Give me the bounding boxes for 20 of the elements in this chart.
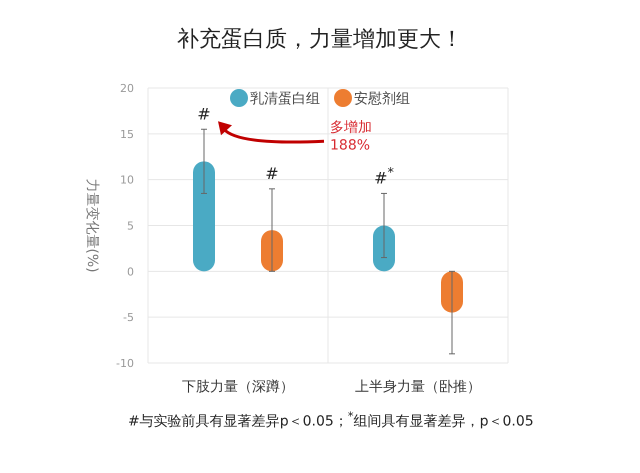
y-tick-label: -5	[123, 311, 134, 324]
annotation: 多增加 188%	[330, 119, 372, 154]
legend-label: 安慰剂组	[354, 91, 410, 107]
x-tick-label: 上半身力量（卧推）	[355, 379, 481, 395]
legend-label: 乳清蛋白组	[250, 91, 320, 107]
bar	[373, 226, 395, 272]
y-tick-label: 5	[127, 220, 134, 232]
annotation: #	[265, 164, 279, 183]
bar	[193, 161, 215, 272]
y-axis-title: 力量变化量(%)	[84, 178, 100, 273]
x-tick-label: 下肢力量（深蹲）	[182, 379, 294, 395]
y-tick-label: 20	[120, 82, 134, 95]
annotation: #	[197, 104, 211, 124]
chart-title: 补充蛋白质，力量增加更大！	[177, 27, 463, 52]
text: #与实验前具有显著差异p＜0.05；$^{*}$组间具有显著差异，p＜0.05	[128, 409, 534, 430]
annotation: #$^{*}$	[374, 164, 394, 188]
y-tick-label: -10	[116, 357, 134, 370]
y-tick-label: 15	[120, 128, 134, 141]
y-tick-label: 0	[127, 265, 134, 278]
y-tick-label: 10	[120, 174, 134, 187]
